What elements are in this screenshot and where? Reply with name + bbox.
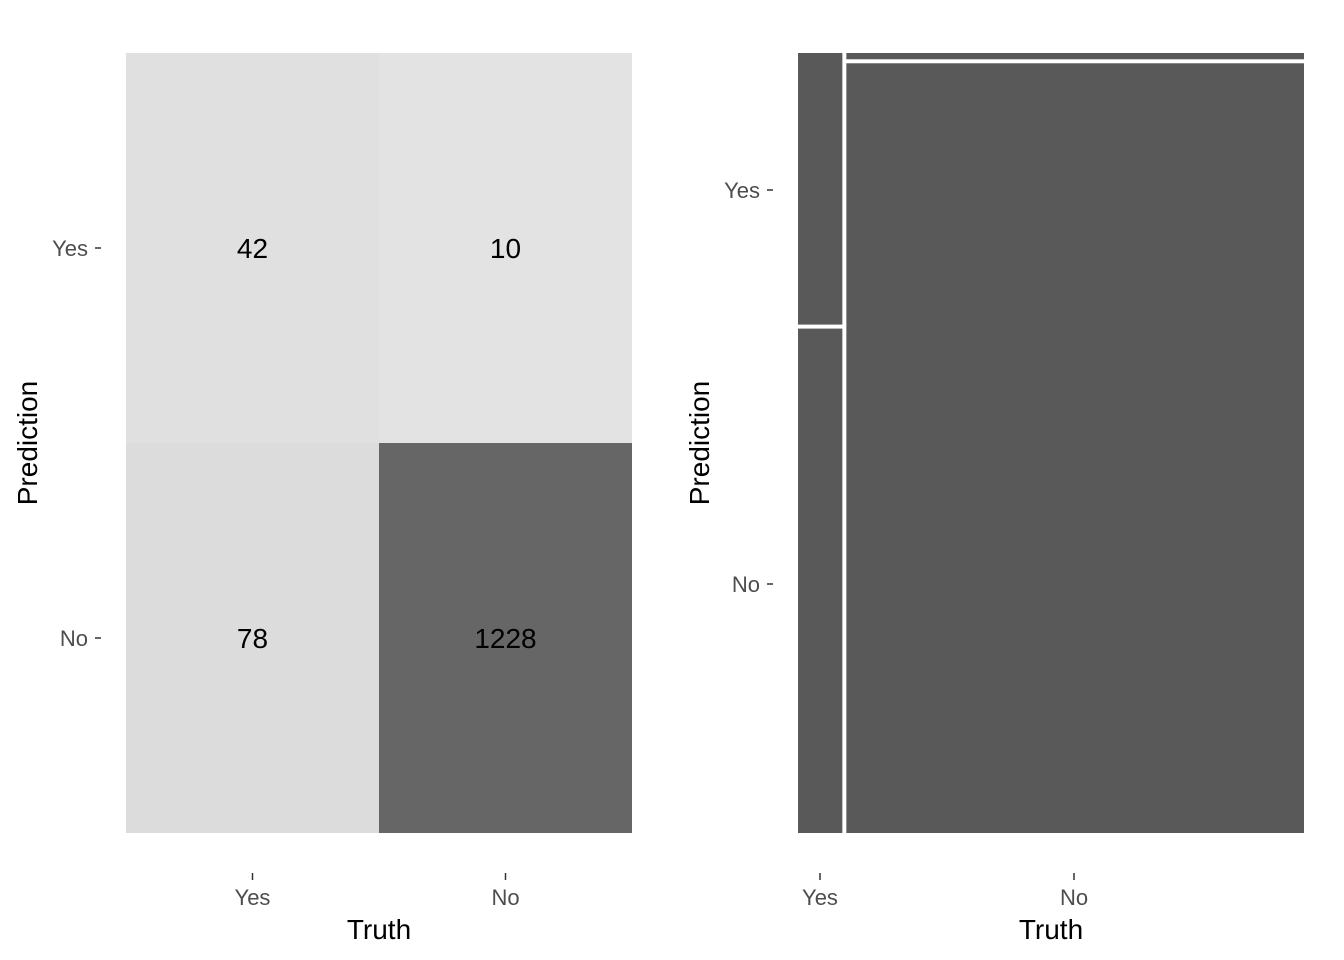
heatmap-cell (126, 443, 379, 833)
heatmap-panel: 42 10 78 1228 Yes No Yes No Truth Prediction (12, 53, 632, 945)
y-tick-label: No (60, 626, 88, 651)
y-axis-title: Prediction (12, 381, 43, 506)
x-axis-title: Truth (347, 914, 411, 945)
heatmap-cell-label: 1228 (474, 623, 536, 654)
x-tick-label: Yes (235, 885, 271, 910)
mosaic-tile (798, 53, 843, 325)
mosaic-tile (846, 63, 1304, 833)
mosaic-tile (798, 328, 843, 833)
heatmap-cell-label: 10 (490, 233, 521, 264)
x-axis-title: Truth (1019, 914, 1083, 945)
heatmap-cell (379, 53, 632, 443)
y-tick-label: No (732, 572, 760, 597)
mosaic-tile (846, 53, 1304, 60)
heatmap-cell (126, 53, 379, 443)
heatmap-cell-label: 42 (237, 233, 268, 264)
heatmap-cell-label: 78 (237, 623, 268, 654)
y-axis-title: Prediction (684, 381, 715, 506)
x-tick-label: No (1060, 885, 1088, 910)
heatmap-cell (379, 443, 632, 833)
mosaic-panel: Yes No Yes No Truth Prediction (684, 53, 1304, 945)
x-tick-label: Yes (802, 885, 838, 910)
y-tick-label: Yes (52, 236, 88, 261)
y-tick-label: Yes (724, 178, 760, 203)
x-tick-label: No (491, 885, 519, 910)
